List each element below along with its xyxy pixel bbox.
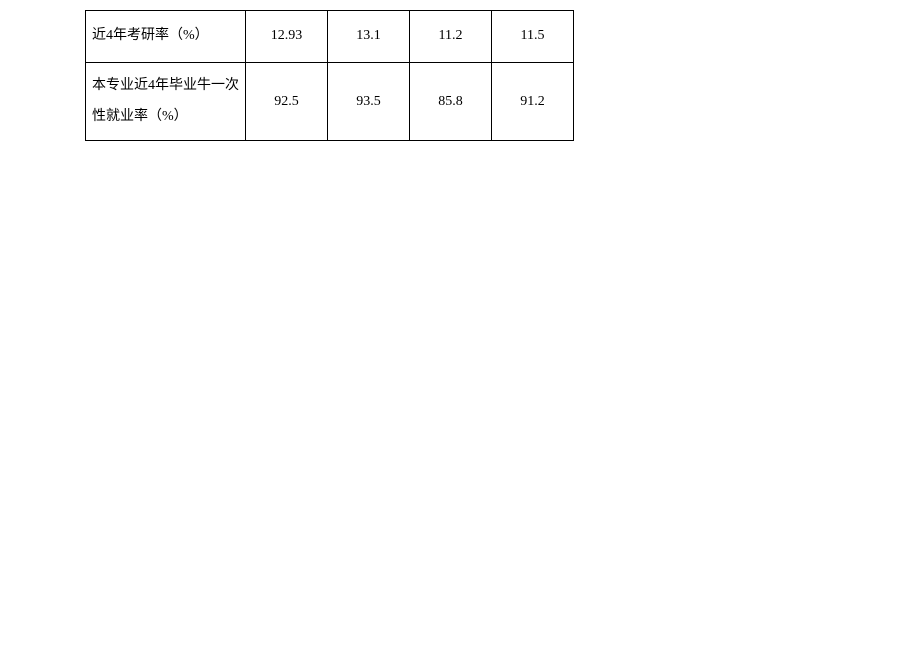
cell-value: 11.5 bbox=[492, 11, 574, 63]
cell-value: 13.1 bbox=[328, 11, 410, 63]
cell-value: 91.2 bbox=[492, 62, 574, 141]
statistics-table: 近4年考研率（%） 12.93 13.1 11.2 11.5 本专业近4年毕业牛… bbox=[85, 10, 574, 141]
cell-value: 85.8 bbox=[410, 62, 492, 141]
row-label: 近4年考研率（%） bbox=[86, 11, 246, 63]
table-row: 近4年考研率（%） 12.93 13.1 11.2 11.5 bbox=[86, 11, 574, 63]
cell-value: 92.5 bbox=[246, 62, 328, 141]
cell-value: 93.5 bbox=[328, 62, 410, 141]
cell-value: 11.2 bbox=[410, 11, 492, 63]
table-row: 本专业近4年毕业牛一次性就业率（%） 92.5 93.5 85.8 91.2 bbox=[86, 62, 574, 141]
row-label: 本专业近4年毕业牛一次性就业率（%） bbox=[86, 62, 246, 141]
cell-value: 12.93 bbox=[246, 11, 328, 63]
